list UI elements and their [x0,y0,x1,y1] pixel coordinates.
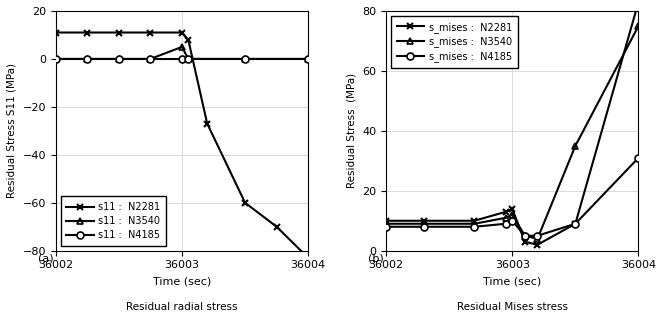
s11 :  N2281: (3.6e+04, 11): N2281: (3.6e+04, 11) [115,31,123,34]
s11 :  N2281: (3.6e+04, -83): N2281: (3.6e+04, -83) [304,256,312,260]
Text: Residual Mises stress: Residual Mises stress [457,302,568,312]
s11 :  N3540: (3.6e+04, 0): N3540: (3.6e+04, 0) [147,57,154,61]
s11 :  N4185: (3.6e+04, 0): N4185: (3.6e+04, 0) [115,57,123,61]
s_mises :  N4185: (3.6e+04, 31): N4185: (3.6e+04, 31) [634,156,642,160]
Line: s_mises :  N4185: s_mises : N4185 [383,154,642,239]
s11 :  N2281: (3.6e+04, 11): N2281: (3.6e+04, 11) [84,31,91,34]
s_mises :  N2281: (3.6e+04, 83): N2281: (3.6e+04, 83) [634,0,642,4]
s11 :  N4185: (3.6e+04, 0): N4185: (3.6e+04, 0) [241,57,249,61]
Text: (b): (b) [368,254,384,264]
s11 :  N2281: (3.6e+04, -70): N2281: (3.6e+04, -70) [272,225,280,229]
Line: s11 :  N3540: s11 : N3540 [52,43,312,62]
s_mises :  N4185: (3.6e+04, 8): N4185: (3.6e+04, 8) [471,225,479,229]
s_mises :  N2281: (3.6e+04, 2): N2281: (3.6e+04, 2) [534,243,542,247]
s11 :  N2281: (3.6e+04, -27): N2281: (3.6e+04, -27) [204,122,211,126]
Legend: s_mises :  N2281, s_mises :  N3540, s_mises :  N4185: s_mises : N2281, s_mises : N3540, s_mise… [391,16,518,68]
s11 :  N4185: (3.6e+04, 0): N4185: (3.6e+04, 0) [147,57,154,61]
s_mises :  N4185: (3.6e+04, 8): N4185: (3.6e+04, 8) [420,225,428,229]
Line: s_mises :  N2281: s_mises : N2281 [383,0,642,248]
s_mises :  N2281: (3.6e+04, 9): N2281: (3.6e+04, 9) [572,222,579,226]
s_mises :  N3540: (3.6e+04, 12): N3540: (3.6e+04, 12) [509,213,516,217]
s_mises :  N3540: (3.6e+04, 9): N3540: (3.6e+04, 9) [420,222,428,226]
s_mises :  N4185: (3.6e+04, 9): N4185: (3.6e+04, 9) [502,222,510,226]
s_mises :  N4185: (3.6e+04, 8): N4185: (3.6e+04, 8) [382,225,390,229]
s_mises :  N3540: (3.6e+04, 4): N3540: (3.6e+04, 4) [534,237,542,241]
s11 :  N2281: (3.6e+04, -60): N2281: (3.6e+04, -60) [241,201,249,205]
s11 :  N4185: (3.6e+04, 0): N4185: (3.6e+04, 0) [184,57,192,61]
Line: s11 :  N2281: s11 : N2281 [52,29,312,261]
s11 :  N3540: (3.6e+04, 0): N3540: (3.6e+04, 0) [241,57,249,61]
s11 :  N2281: (3.6e+04, 8): N2281: (3.6e+04, 8) [184,38,192,42]
s11 :  N2281: (3.6e+04, 11): N2281: (3.6e+04, 11) [52,31,60,34]
Line: s_mises :  N3540: s_mises : N3540 [383,22,642,242]
s11 :  N3540: (3.6e+04, 0): N3540: (3.6e+04, 0) [115,57,123,61]
Y-axis label: Residual Stress  (MPa): Residual Stress (MPa) [347,73,357,188]
s_mises :  N4185: (3.6e+04, 5): N4185: (3.6e+04, 5) [521,234,529,238]
Text: Residual radial stress: Residual radial stress [126,302,238,312]
s11 :  N4185: (3.6e+04, 0): N4185: (3.6e+04, 0) [84,57,91,61]
s11 :  N2281: (3.6e+04, 11): N2281: (3.6e+04, 11) [178,31,186,34]
Y-axis label: Residual Stress S11 (MPa): Residual Stress S11 (MPa) [7,63,17,198]
s_mises :  N4185: (3.6e+04, 10): N4185: (3.6e+04, 10) [509,219,516,223]
s11 :  N3540: (3.6e+04, 0): N3540: (3.6e+04, 0) [52,57,60,61]
s_mises :  N4185: (3.6e+04, 5): N4185: (3.6e+04, 5) [534,234,542,238]
s11 :  N2281: (3.6e+04, 11): N2281: (3.6e+04, 11) [147,31,154,34]
s_mises :  N3540: (3.6e+04, 75): N3540: (3.6e+04, 75) [634,24,642,28]
s_mises :  N3540: (3.6e+04, 9): N3540: (3.6e+04, 9) [382,222,390,226]
s_mises :  N2281: (3.6e+04, 10): N2281: (3.6e+04, 10) [382,219,390,223]
s11 :  N3540: (3.6e+04, 0): N3540: (3.6e+04, 0) [184,57,192,61]
s_mises :  N3540: (3.6e+04, 11): N3540: (3.6e+04, 11) [502,216,510,220]
X-axis label: Time (sec): Time (sec) [483,276,542,286]
s11 :  N4185: (3.6e+04, 0): N4185: (3.6e+04, 0) [178,57,186,61]
s_mises :  N2281: (3.6e+04, 3): N2281: (3.6e+04, 3) [521,240,529,243]
s_mises :  N2281: (3.6e+04, 10): N2281: (3.6e+04, 10) [471,219,479,223]
s11 :  N3540: (3.6e+04, 5): N3540: (3.6e+04, 5) [178,45,186,49]
s11 :  N4185: (3.6e+04, 0): N4185: (3.6e+04, 0) [304,57,312,61]
s11 :  N4185: (3.6e+04, 0): N4185: (3.6e+04, 0) [52,57,60,61]
s_mises :  N3540: (3.6e+04, 5): N3540: (3.6e+04, 5) [521,234,529,238]
s11 :  N3540: (3.6e+04, 0): N3540: (3.6e+04, 0) [304,57,312,61]
Legend: s11 :  N2281, s11 :  N3540, s11 :  N4185: s11 : N2281, s11 : N3540, s11 : N4185 [60,197,166,246]
X-axis label: Time (sec): Time (sec) [153,276,211,286]
s_mises :  N3540: (3.6e+04, 9): N3540: (3.6e+04, 9) [471,222,479,226]
s_mises :  N2281: (3.6e+04, 13): N2281: (3.6e+04, 13) [502,210,510,214]
s11 :  N3540: (3.6e+04, 0): N3540: (3.6e+04, 0) [84,57,91,61]
s_mises :  N2281: (3.6e+04, 10): N2281: (3.6e+04, 10) [420,219,428,223]
s_mises :  N2281: (3.6e+04, 14): N2281: (3.6e+04, 14) [509,207,516,211]
s_mises :  N3540: (3.6e+04, 35): N3540: (3.6e+04, 35) [572,144,579,148]
s_mises :  N4185: (3.6e+04, 9): N4185: (3.6e+04, 9) [572,222,579,226]
Text: (a): (a) [38,254,54,264]
Line: s11 :  N4185: s11 : N4185 [52,55,312,62]
